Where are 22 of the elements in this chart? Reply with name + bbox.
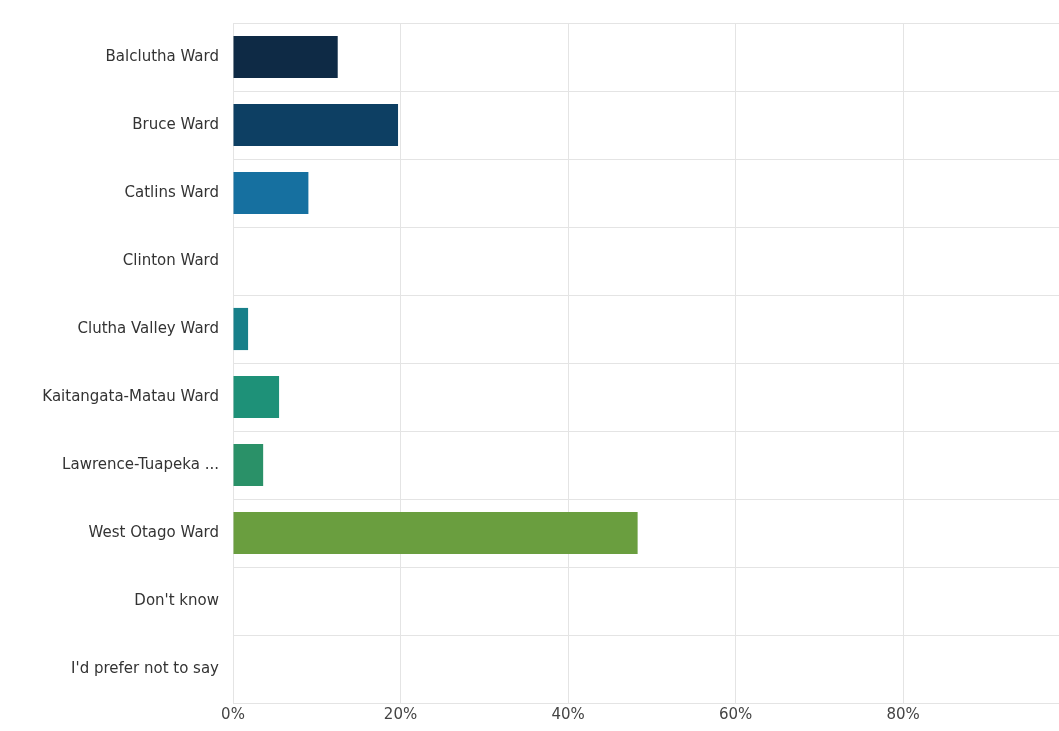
y-tick-label: Kaitangata-Matau Ward — [42, 386, 219, 405]
bar — [233, 375, 280, 419]
y-tick-label: Clutha Valley Ward — [77, 318, 219, 337]
bar — [233, 443, 264, 487]
y-tick-label: Catlins Ward — [124, 182, 219, 201]
y-tick-label: Bruce Ward — [132, 114, 219, 133]
x-tick-label: 0% — [221, 704, 245, 723]
y-tick-label: Balclutha Ward — [105, 46, 219, 65]
y-tick-label: West Otago Ward — [88, 522, 219, 541]
x-tick-label: 20% — [383, 704, 418, 723]
bar — [233, 35, 338, 79]
x-tick-label: 60% — [718, 704, 753, 723]
bar — [233, 171, 309, 215]
y-tick-label: I'd prefer not to say — [71, 658, 220, 677]
bar — [233, 511, 638, 555]
x-tick-label: 80% — [886, 704, 920, 723]
bar — [233, 307, 249, 351]
y-tick-label: Don't know — [134, 590, 219, 609]
y-tick-label: Clinton Ward — [122, 250, 219, 269]
bar — [233, 103, 399, 147]
x-tick-label: 40% — [551, 704, 585, 723]
y-tick-label: Lawrence-Tuapeka ... — [62, 454, 219, 473]
